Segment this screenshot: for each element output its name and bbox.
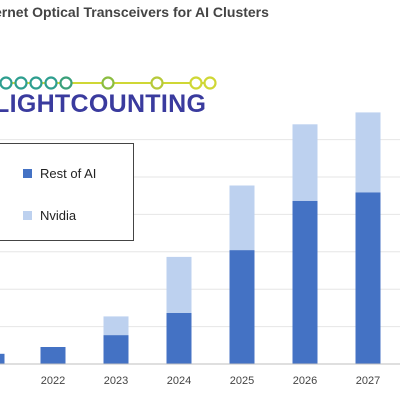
logo: LIGHTCOUNTING (0, 90, 206, 119)
bar-rest-of-ai-2024 (166, 313, 192, 364)
bar-rest-of-ai-2027 (355, 192, 381, 364)
chart-title: ernet Optical Transceivers for AI Cluste… (0, 4, 269, 20)
logo-circle-icon (150, 76, 164, 90)
legend-item-nvidia: Nvidia (23, 208, 76, 223)
bar-rest-of-ai-1 (0, 353, 5, 364)
x-tick-label: 2022 (41, 375, 65, 387)
bar-rest-of-ai-2023 (103, 335, 129, 364)
logo-circle-icon (59, 76, 73, 90)
bar-nvidia-2026 (292, 124, 318, 201)
logo-circle-icon (203, 76, 217, 90)
logo-circle-icon (0, 76, 13, 90)
logo-marks (0, 76, 217, 90)
logo-circle-icon (101, 76, 115, 90)
bar-rest-of-ai-2026 (292, 200, 318, 364)
legend-item-rest-of-ai: Rest of AI (23, 166, 96, 181)
legend-label-nvidia: Nvidia (40, 208, 77, 223)
logo-circle-icon (44, 76, 58, 90)
logo-circle-icon (29, 76, 43, 90)
x-tick-label: 2025 (230, 375, 254, 387)
x-tick-label: 2023 (104, 375, 128, 387)
x-tick-label: 2026 (293, 375, 317, 387)
bar-rest-of-ai-2022 (40, 347, 66, 364)
logo-part-light: LIGHT (0, 90, 71, 118)
bar-nvidia-2024 (166, 256, 192, 313)
bar-nvidia-2023 (103, 316, 129, 336)
logo-part-counting: COUNTING (70, 90, 207, 118)
x-ticks: 1202220232024202520262027 (41, 375, 380, 387)
x-tick-label: 2027 (356, 375, 380, 387)
logo-circle-icon (189, 76, 203, 90)
legend-swatch-rest-of-ai (23, 169, 32, 178)
bar-rest-of-ai-2025 (229, 250, 255, 364)
x-tick-label: 2024 (167, 375, 191, 387)
bar-nvidia-2027 (355, 112, 381, 193)
bars (0, 112, 400, 365)
logo-circle-icon (14, 76, 28, 90)
bar-nvidia-2025 (229, 185, 255, 251)
legend: Rest of AI Nvidia (0, 143, 134, 241)
legend-swatch-nvidia (23, 211, 32, 220)
legend-label-rest-of-ai: Rest of AI (40, 166, 97, 181)
